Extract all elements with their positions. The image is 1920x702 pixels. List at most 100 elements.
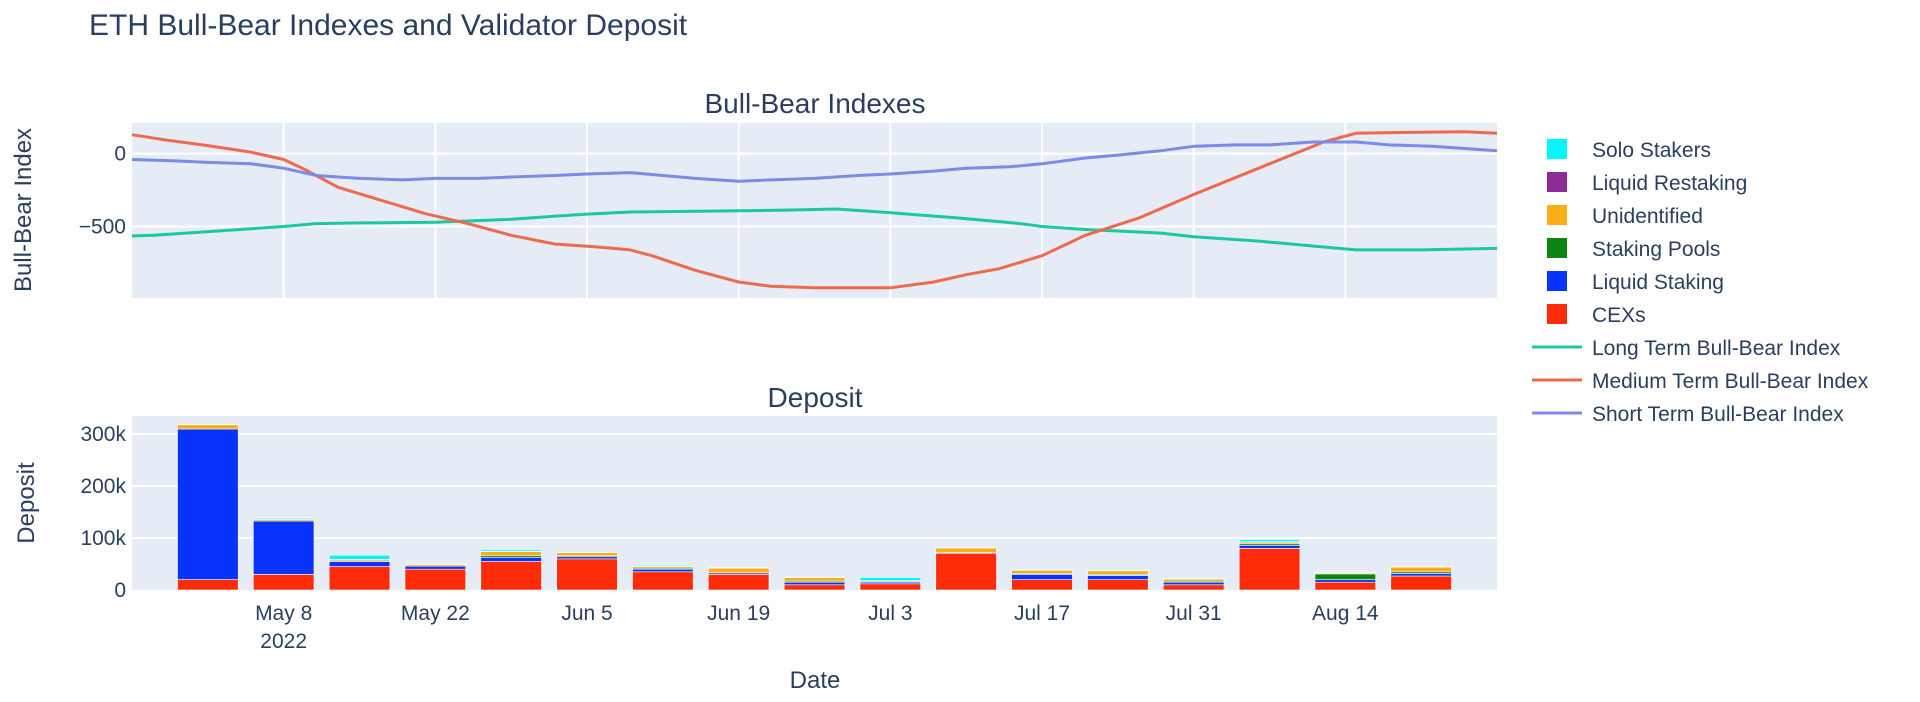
- bar-cexs: [1087, 579, 1149, 591]
- legend-label: Staking Pools: [1592, 238, 1720, 261]
- bar-cexs: [935, 553, 997, 591]
- legend-swatch: [1547, 304, 1567, 324]
- legend-item[interactable]: Medium Term Bull-Bear Index: [1532, 370, 1869, 393]
- bar-unidentified: [783, 577, 846, 582]
- bar-unidentified: [253, 519, 315, 522]
- bar-liquid-staking: [177, 428, 239, 580]
- legend-item[interactable]: Staking Pools: [1547, 238, 1720, 261]
- legend-item[interactable]: Liquid Staking: [1547, 271, 1724, 294]
- deposit-y-axis-label: Deposit: [13, 462, 40, 544]
- bar-liquid-staking: [1314, 579, 1377, 583]
- series-line-short-term-bull-bear-index: [131, 140, 1498, 183]
- bar-liquid-restaking: [1011, 569, 1073, 571]
- figure-title: ETH Bull-Bear Indexes and Validator Depo…: [89, 9, 688, 42]
- bar-cexs: [253, 574, 315, 591]
- bar-unidentified: [1087, 570, 1149, 575]
- x-axis-title: Date: [790, 667, 841, 694]
- bull-bear-y-axis-label: Bull-Bear Index: [10, 128, 37, 292]
- bar-cexs: [707, 574, 770, 591]
- bar-cexs: [1390, 575, 1452, 591]
- bar-liquid-staking: [1163, 581, 1225, 586]
- series-line-long-term-bull-bear-index: [131, 207, 1498, 252]
- bar-solo-stakers: [480, 549, 542, 552]
- legend-item[interactable]: Unidentified: [1547, 205, 1703, 228]
- bar-cexs: [1163, 584, 1225, 591]
- bar-liquid-restaking: [1087, 569, 1149, 572]
- legend-label: Short Term Bull-Bear Index: [1592, 403, 1844, 426]
- bull-bear-panel: Bull-Bear Indexes 0 −500 Bull-Bear Index: [10, 88, 1498, 298]
- bar-liquid-staking: [556, 556, 618, 560]
- bar-liquid-staking: [783, 581, 846, 586]
- bar-liquid-restaking: [404, 563, 467, 565]
- legend-label: Medium Term Bull-Bear Index: [1592, 370, 1869, 393]
- deposit-y-ticks: 0 100k 200k 300k: [80, 423, 126, 602]
- bar-liquid-restaking: [1390, 566, 1452, 568]
- legend-label: Long Term Bull-Bear Index: [1592, 337, 1841, 360]
- deposit-y-tick-label: 200k: [80, 475, 126, 498]
- legend-swatch: [1547, 172, 1567, 192]
- legend-swatch: [1547, 271, 1567, 291]
- bar-liquid-staking: [253, 520, 315, 575]
- deposit-panel-title: Deposit: [768, 382, 863, 413]
- legend-item[interactable]: Solo Stakers: [1547, 139, 1711, 162]
- bar-cexs: [328, 566, 391, 591]
- bar-unidentified: [1163, 578, 1225, 582]
- bar-staking-pools: [1314, 573, 1377, 580]
- bar-liquid-staking: [1238, 544, 1301, 549]
- deposit-x-tick-label: Jul 3: [868, 602, 912, 625]
- legend-swatch: [1547, 139, 1567, 159]
- legend-label: CEXs: [1592, 304, 1646, 327]
- deposit-y-tick-label: 300k: [80, 423, 126, 446]
- bar-cexs: [783, 584, 846, 591]
- legend-item[interactable]: Short Term Bull-Bear Index: [1532, 403, 1844, 426]
- bar-cexs: [1238, 548, 1301, 591]
- bar-liquid-restaking: [1314, 571, 1377, 574]
- legend-swatch: [1547, 205, 1567, 225]
- bull-bear-gridlines: [132, 123, 1497, 298]
- bar-liquid-restaking: [935, 547, 997, 549]
- bar-cexs: [556, 558, 618, 591]
- bar-liquid-staking: [1011, 574, 1073, 580]
- bar-unidentified: [935, 547, 997, 553]
- bar-liquid-restaking: [556, 551, 618, 553]
- bar-unidentified: [556, 552, 618, 556]
- bar-liquid-restaking: [177, 423, 239, 426]
- bar-liquid-staking: [480, 556, 542, 562]
- bar-liquid-restaking: [1163, 578, 1225, 580]
- deposit-x-tick-label: Jul 31: [1166, 602, 1222, 625]
- deposit-bars: [177, 423, 1452, 591]
- bull-bear-y-tick-label: 0: [114, 143, 126, 166]
- legend-label: Unidentified: [1592, 205, 1703, 228]
- deposit-x-tick-label: 2022: [260, 630, 307, 653]
- bar-unidentified: [707, 567, 770, 574]
- legend-swatch: [1547, 238, 1567, 258]
- deposit-panel: Deposit 0 100k 200k 300k May 8 2022 May 22 Jun…: [13, 382, 1497, 653]
- legend-item[interactable]: Long Term Bull-Bear Index: [1532, 337, 1841, 360]
- bar-liquid-staking: [1087, 575, 1149, 580]
- deposit-x-tick-label: Jun 19: [707, 602, 770, 625]
- bull-bear-series: [131, 130, 1498, 290]
- deposit-y-tick-label: 0: [114, 579, 126, 602]
- bar-cexs: [480, 561, 542, 591]
- bar-solo-stakers: [328, 554, 391, 560]
- bar-liquid-staking: [328, 561, 391, 567]
- series-line-medium-term-bull-bear-index: [131, 130, 1498, 290]
- bar-liquid-staking: [1390, 573, 1452, 577]
- bar-liquid-restaking: [707, 567, 770, 569]
- legend-label: Liquid Restaking: [1592, 172, 1747, 195]
- legend-label: Solo Stakers: [1592, 139, 1711, 162]
- legend-item[interactable]: CEXs: [1547, 304, 1646, 327]
- deposit-gridlines: [132, 433, 1497, 540]
- bull-bear-y-tick-label: −500: [79, 216, 126, 239]
- bar-cexs: [1011, 579, 1073, 591]
- deposit-x-tick-label: May 8: [255, 602, 312, 625]
- legend-item[interactable]: Liquid Restaking: [1547, 172, 1747, 195]
- bar-solo-stakers: [632, 564, 694, 567]
- bar-solo-stakers: [1238, 539, 1301, 542]
- deposit-y-tick-label: 100k: [80, 527, 126, 550]
- deposit-x-tick-label: Jun 5: [561, 602, 612, 625]
- bar-cexs: [1314, 581, 1377, 591]
- bar-cexs: [177, 579, 239, 591]
- legend-label: Liquid Staking: [1592, 271, 1724, 294]
